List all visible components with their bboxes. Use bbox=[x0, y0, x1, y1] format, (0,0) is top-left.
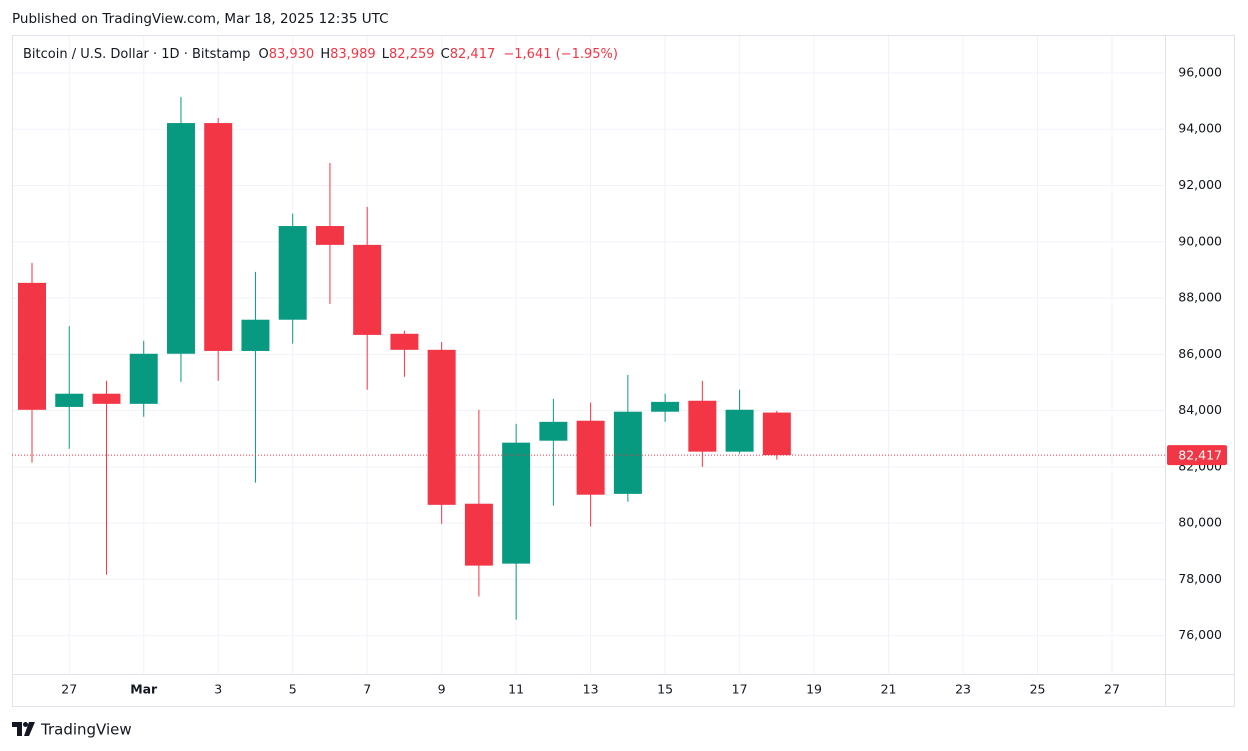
x-tick-label: 21 bbox=[881, 682, 897, 697]
x-tick-label: 11 bbox=[508, 682, 524, 697]
x-tick-label: 27 bbox=[61, 682, 77, 697]
open-value: 83,930 bbox=[269, 47, 315, 62]
legend-line: Bitcoin / U.S. Dollar · 1D · Bitstamp O8… bbox=[23, 47, 618, 62]
x-tick-label: 17 bbox=[732, 682, 748, 697]
candle-body bbox=[166, 123, 195, 354]
close-label: C bbox=[441, 47, 450, 62]
change-value: −1,641 (−1.95%) bbox=[503, 47, 618, 62]
y-tick-label: 78,000 bbox=[1178, 571, 1222, 586]
candle-body bbox=[427, 349, 456, 505]
candle-body bbox=[18, 282, 46, 410]
candle-body bbox=[613, 411, 642, 494]
last-price-tag bbox=[1167, 445, 1227, 466]
logo-mark bbox=[12, 722, 22, 736]
x-tick-label: Mar bbox=[130, 682, 158, 697]
x-tick-label: 13 bbox=[583, 682, 599, 697]
candle-body bbox=[390, 333, 419, 350]
y-tick-label: 76,000 bbox=[1178, 627, 1222, 642]
candle-body bbox=[315, 226, 344, 245]
y-tick-label: 84,000 bbox=[1178, 402, 1222, 417]
y-tick-label: 92,000 bbox=[1178, 177, 1222, 192]
candle-body bbox=[576, 420, 605, 495]
x-tick-label: 7 bbox=[363, 682, 371, 697]
y-tick-label: 90,000 bbox=[1178, 233, 1222, 248]
plot bbox=[18, 96, 791, 620]
candle-body bbox=[278, 226, 307, 320]
candle-body bbox=[688, 400, 717, 452]
low-label: L bbox=[382, 47, 390, 62]
x-tick-label: 3 bbox=[214, 682, 222, 697]
x-tick-label: 9 bbox=[438, 682, 446, 697]
candle-body bbox=[762, 412, 791, 456]
open-label: O bbox=[258, 47, 268, 62]
x-tick-label: 19 bbox=[806, 682, 822, 697]
candle-body bbox=[241, 319, 270, 351]
candle-body bbox=[204, 123, 233, 351]
last-price-label: 82,417 bbox=[1178, 448, 1222, 463]
logo-dot bbox=[23, 722, 28, 727]
x-tick-label: 15 bbox=[657, 682, 673, 697]
candle-body bbox=[651, 401, 680, 412]
x-tick-label: 5 bbox=[289, 682, 297, 697]
chart-frame bbox=[12, 35, 1235, 707]
logo-slash bbox=[24, 722, 35, 736]
published-note: Published on TradingView.com, Mar 18, 20… bbox=[12, 11, 389, 27]
x-tick-label: 23 bbox=[955, 682, 971, 697]
brand: TradingView bbox=[40, 721, 132, 739]
candle-body bbox=[92, 393, 121, 404]
symbol: Bitcoin / U.S. Dollar · 1D · Bitstamp bbox=[23, 47, 250, 62]
candle-body bbox=[129, 353, 158, 404]
y-tick-label: 86,000 bbox=[1178, 346, 1222, 361]
candle-body bbox=[539, 421, 568, 441]
low-value: 82,259 bbox=[389, 47, 435, 62]
candle-body bbox=[464, 503, 493, 566]
y-tick-label: 96,000 bbox=[1178, 64, 1222, 79]
x-tick-label: 25 bbox=[1030, 682, 1046, 697]
x-tick-label: 27 bbox=[1104, 682, 1120, 697]
y-tick-label: 88,000 bbox=[1178, 290, 1222, 305]
close-value: 82,417 bbox=[450, 47, 496, 62]
high-value: 83,989 bbox=[330, 47, 376, 62]
candle-body bbox=[353, 244, 382, 335]
candle-body bbox=[55, 393, 84, 407]
candle-body bbox=[725, 409, 754, 452]
tradingview-logo bbox=[12, 722, 35, 736]
candle-body bbox=[502, 442, 531, 564]
high-label: H bbox=[320, 47, 330, 62]
y-tick-label: 80,000 bbox=[1178, 515, 1222, 530]
y-tick-label: 94,000 bbox=[1178, 121, 1222, 136]
